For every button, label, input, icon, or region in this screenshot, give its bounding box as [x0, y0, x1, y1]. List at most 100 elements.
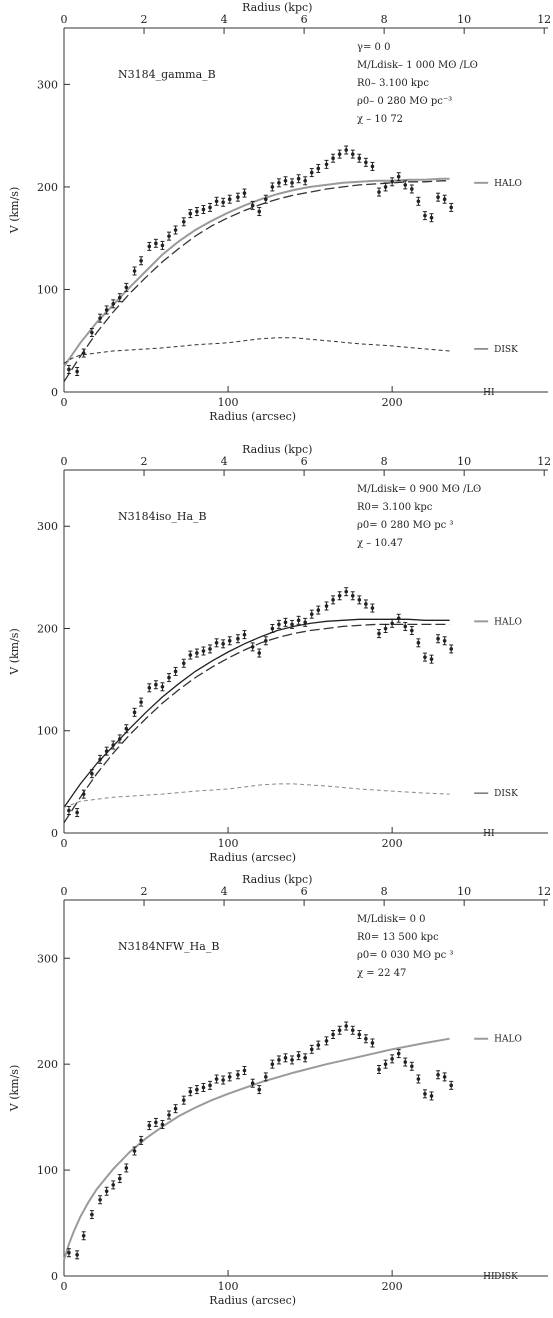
p1-top-tick-label-6: 12 — [537, 13, 551, 26]
p3-data-point-6 — [111, 1180, 116, 1190]
p2-data-point-36 — [316, 605, 321, 615]
p2-data-point-16 — [181, 658, 186, 668]
p3-x-tick-label-2: 200 — [382, 1280, 403, 1293]
p2-model-name: N3184iso_Ha_B — [118, 510, 207, 523]
p3-data-point-29 — [270, 1059, 275, 1069]
p1-param-2: R0– 3.100 kpc — [357, 78, 429, 89]
p1-data-point-13 — [160, 240, 165, 250]
p1-data-point-28 — [263, 194, 268, 204]
p1-data-point-15 — [173, 225, 178, 235]
p1-data-point-21 — [214, 196, 219, 206]
p3-data-point-52 — [422, 1089, 427, 1099]
p1-data-point-45 — [377, 187, 382, 197]
p3-data-point-54 — [436, 1070, 441, 1080]
p3-data-point-32 — [290, 1055, 295, 1065]
p1-data-point-9 — [132, 266, 137, 276]
p1-data-point-22 — [221, 197, 226, 207]
p2-data-point-34 — [303, 617, 308, 627]
p2-legend-disk: DISK — [494, 789, 518, 799]
p3-data-point-45 — [377, 1064, 382, 1074]
p3-data-point-35 — [309, 1044, 314, 1054]
p1-top-tick-label-4: 8 — [381, 13, 388, 26]
p3-data-point-19 — [201, 1082, 206, 1092]
p3-data-point-21 — [214, 1074, 219, 1084]
p2-data-point-50 — [409, 626, 414, 636]
p3-data-point-15 — [173, 1104, 178, 1114]
p3-data-point-51 — [416, 1074, 421, 1084]
p2-data-point-24 — [235, 634, 240, 644]
p2-y-tick-label-1: 100 — [37, 725, 58, 738]
p2-data-point-54 — [436, 634, 441, 644]
p1-data-point-49 — [403, 180, 408, 190]
p2-y-tick-label-2: 200 — [37, 622, 58, 635]
p1-data-point-20 — [208, 202, 213, 212]
p2-data-point-6 — [111, 740, 116, 750]
p3-data-point-36 — [316, 1040, 321, 1050]
p2-data-point-11 — [147, 683, 152, 693]
p1-data-point-2 — [81, 348, 86, 358]
p2-data-point-42 — [357, 595, 362, 605]
p3-halo-curve — [63, 1037, 450, 1261]
p2-data-point-9 — [132, 707, 137, 717]
p3-data-point-30 — [276, 1055, 281, 1065]
p1-x-axis-title: Radius (arcsec) — [209, 410, 296, 423]
p3-data-point-37 — [324, 1036, 329, 1046]
p1-data-point-30 — [276, 178, 281, 188]
p1-data-point-8 — [124, 282, 129, 292]
p3-data-point-11 — [147, 1121, 152, 1131]
p1-data-point-54 — [436, 192, 441, 202]
p3-data-point-31 — [283, 1053, 288, 1063]
p3-data-point-27 — [257, 1085, 262, 1095]
p1-data-point-25 — [242, 188, 247, 198]
p3-data-point-50 — [409, 1061, 414, 1071]
p1-data-point-32 — [290, 178, 295, 188]
p2-data-point-26 — [250, 642, 255, 652]
p2-data-point-10 — [139, 697, 144, 707]
p2-data-point-51 — [416, 638, 421, 648]
p2-data-point-33 — [296, 615, 301, 625]
p2-data-point-0 — [66, 806, 71, 816]
p1-data-point-46 — [383, 182, 388, 192]
p1-halo-curve — [63, 180, 450, 383]
p3-param-0: M/Ldisk= 0 0 — [357, 914, 426, 925]
p2-data-point-23 — [227, 636, 232, 646]
p3-data-point-42 — [357, 1030, 362, 1040]
p3-top-tick-label-4: 8 — [381, 885, 388, 898]
p2-data-point-43 — [363, 599, 368, 609]
p2-data-point-39 — [337, 591, 342, 601]
p2-y-tick-label-0: 0 — [51, 827, 58, 840]
p1-data-point-38 — [331, 153, 336, 163]
p3-data-point-53 — [429, 1091, 434, 1101]
p1-data-point-56 — [449, 202, 454, 212]
p3-legend-halo: HALO — [494, 1035, 522, 1045]
p1-data-point-14 — [167, 231, 172, 241]
p3-data-point-46 — [383, 1059, 388, 1069]
p3-data-point-55 — [442, 1072, 447, 1082]
p3-data-point-22 — [221, 1075, 226, 1085]
p1-data-point-7 — [117, 293, 122, 303]
panel-1: 0 2 4 6 8 10 12 Radius (kpc) 0 100 200 Radius (arcs… — [8, 1, 551, 423]
p1-param-0: γ= 0 0 — [357, 42, 390, 53]
p3-data-point-17 — [188, 1087, 193, 1097]
p1-data-point-0 — [66, 364, 71, 374]
p1-data-point-3 — [89, 328, 94, 338]
p1-data-point-6 — [111, 299, 116, 309]
p1-data-point-16 — [181, 217, 186, 227]
p3-data-point-18 — [194, 1085, 199, 1095]
p3-model-name: N3184NFW_Ha_B — [118, 940, 219, 953]
p1-y-axis-title: V (km/s) — [8, 187, 21, 234]
p1-legend-hi: HI — [483, 388, 495, 398]
p2-param-1: R0= 3.100 kpc — [357, 502, 433, 513]
p1-data-point-51 — [416, 196, 421, 206]
p3-data-point-4 — [98, 1195, 103, 1205]
p2-data-point-14 — [167, 673, 172, 683]
p2-data-point-12 — [153, 680, 158, 690]
p2-data-point-56 — [449, 644, 454, 654]
p2-data-point-46 — [383, 623, 388, 633]
p2-data-point-5 — [104, 746, 109, 756]
panel-2: 0 2 4 6 8 10 12 Radius (kpc) 0 100 200 Radius (arcs… — [8, 443, 551, 864]
p3-top-tick-label-6: 12 — [537, 885, 551, 898]
p3-data-point-0 — [66, 1248, 71, 1258]
p2-top-tick-label-4: 8 — [381, 455, 388, 468]
